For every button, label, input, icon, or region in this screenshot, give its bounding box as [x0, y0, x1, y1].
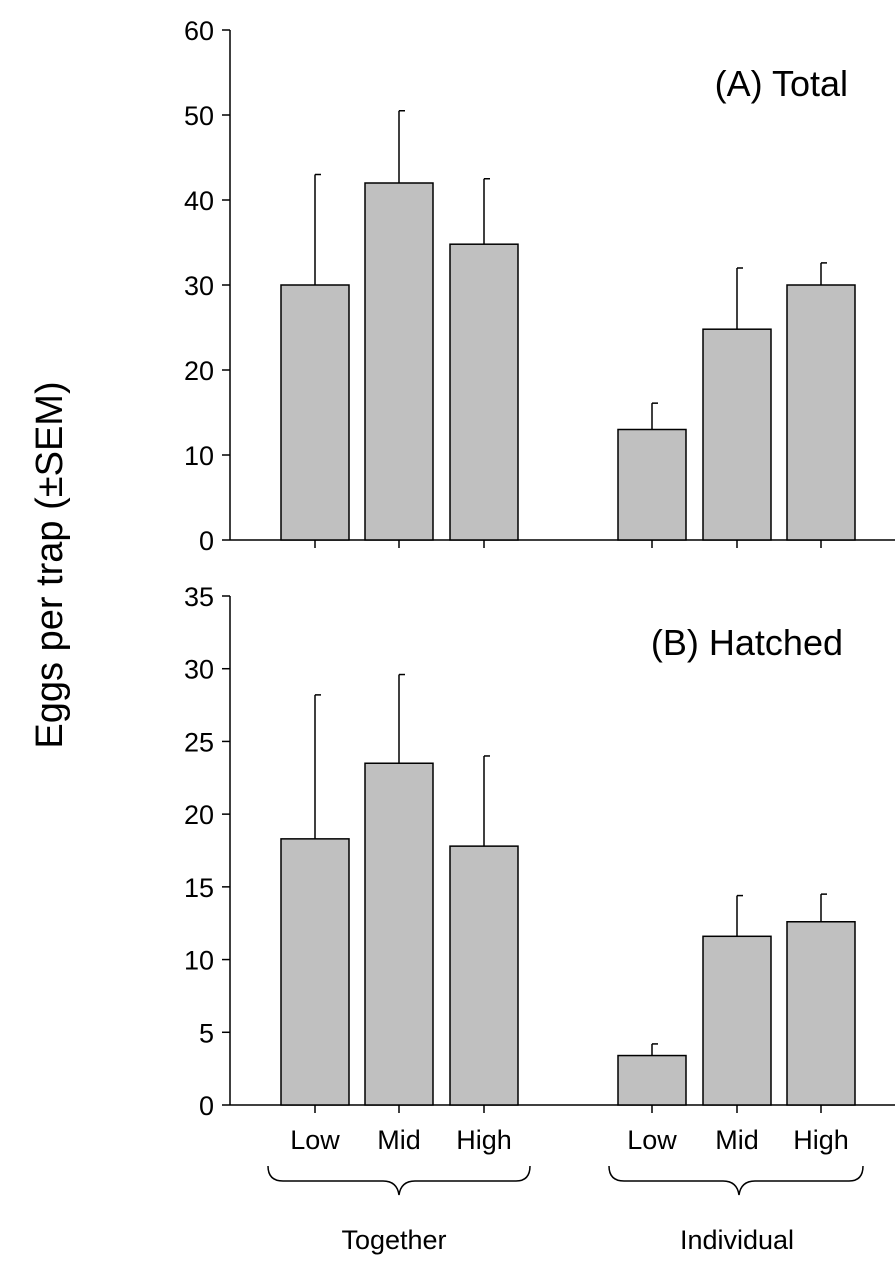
bar — [280, 284, 350, 541]
x-tick-label: Mid — [715, 1125, 759, 1155]
panel-a-total: (A) Total 0 10 20 30 40 50 60 — [184, 16, 895, 556]
x-axis-categories: Low Mid High Low Mid High — [290, 1125, 849, 1155]
x-tick-label: Low — [627, 1125, 677, 1155]
panel-b-hatched: (B) Hatched 0 5 10 15 20 25 30 35 — [184, 582, 895, 1121]
x-tick-label: High — [793, 1125, 849, 1155]
bar — [702, 935, 772, 1106]
y-tick-label: 40 — [184, 186, 214, 216]
y-tick-label: 60 — [184, 16, 214, 46]
y-tick-label: 0 — [199, 526, 214, 556]
y-axis-title: Eggs per trap (±SEM) — [29, 381, 71, 748]
y-tick-label: 5 — [199, 1018, 214, 1048]
bar — [786, 284, 856, 541]
panel-b-title: (B) Hatched — [651, 622, 843, 663]
x-tick-label: High — [456, 1125, 512, 1155]
y-tick-label: 25 — [184, 727, 214, 757]
y-tick-label: 0 — [199, 1091, 214, 1121]
bar — [280, 838, 350, 1106]
bar — [449, 845, 519, 1106]
panel-a-title: (A) Total — [715, 63, 848, 104]
group-braces: Together Individual — [267, 1165, 864, 1255]
group-brace-together — [267, 1165, 531, 1196]
y-tick-label: 10 — [184, 946, 214, 976]
x-tick-label: Mid — [377, 1125, 421, 1155]
y-tick-label: 30 — [184, 655, 214, 685]
y-tick-label: 20 — [184, 356, 214, 386]
bar — [364, 762, 434, 1106]
group-brace-individual — [608, 1165, 864, 1196]
y-tick-label: 10 — [184, 441, 214, 471]
bar — [449, 243, 519, 541]
bar — [617, 1054, 687, 1106]
x-tick-label: Low — [290, 1125, 340, 1155]
y-tick-label: 15 — [184, 873, 214, 903]
bar — [786, 921, 856, 1106]
group-label-individual: Individual — [680, 1225, 794, 1255]
y-tick-label: 35 — [184, 582, 214, 612]
bar — [617, 428, 687, 541]
group-label-together: Together — [341, 1225, 446, 1255]
bar — [702, 328, 772, 541]
bar — [364, 182, 434, 541]
y-tick-label: 30 — [184, 271, 214, 301]
y-tick-label: 50 — [184, 101, 214, 131]
y-tick-label: 20 — [184, 800, 214, 830]
